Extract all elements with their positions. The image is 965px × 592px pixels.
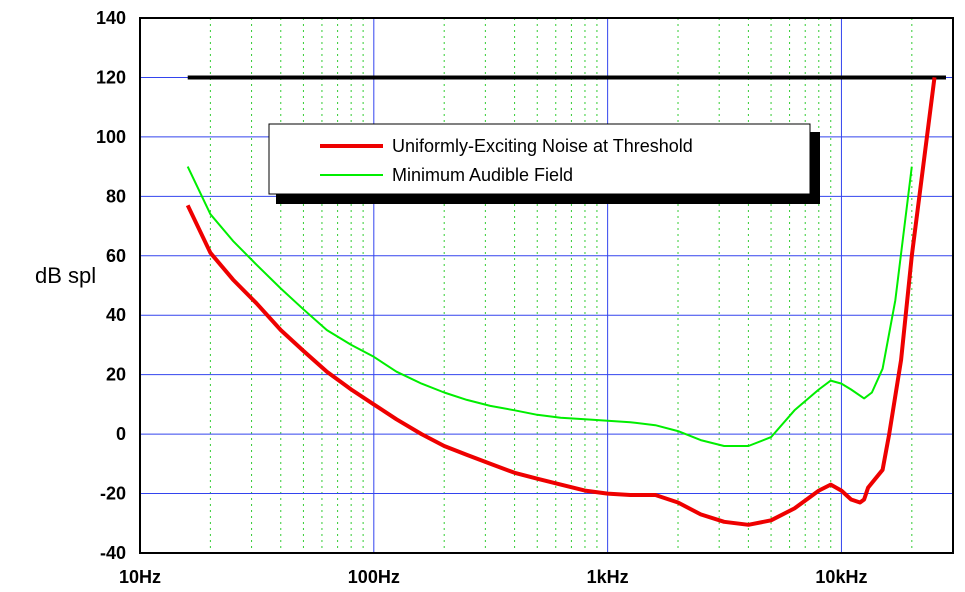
legend-label-noise: Uniformly-Exciting Noise at Threshold: [392, 136, 693, 156]
y-tick-label: 140: [96, 8, 126, 28]
x-tick-labels: 10Hz 100Hz 1kHz 10kHz: [119, 567, 867, 587]
major-gridlines: [140, 18, 953, 553]
series-lines: [185, 77, 937, 527]
y-tick-label: 0: [116, 424, 126, 444]
y-tick-label: -40: [100, 543, 126, 563]
y-tick-label: 20: [106, 365, 126, 385]
y-tick-label: 120: [96, 67, 126, 87]
y-tick-label: -20: [100, 484, 126, 504]
x-tick-label: 10Hz: [119, 567, 161, 587]
y-tick-label: 40: [106, 305, 126, 325]
legend-label-maf: Minimum Audible Field: [392, 165, 573, 185]
x-tick-label: 1kHz: [587, 567, 629, 587]
series-line-1: [186, 166, 913, 447]
legend: Uniformly-Exciting Noise at Threshold Mi…: [268, 123, 820, 204]
y-axis-label: dB spl: [35, 263, 96, 288]
x-tick-label: 10kHz: [815, 567, 867, 587]
y-tick-labels: -40 -20 0 20 40 60 80 100 120 140: [96, 8, 126, 563]
y-tick-label: 100: [96, 127, 126, 147]
series-line-0: [185, 77, 937, 527]
legend-box: [268, 123, 811, 195]
plot-frame: [139, 17, 954, 554]
x-tick-label: 100Hz: [348, 567, 400, 587]
y-tick-label: 60: [106, 246, 126, 266]
y-tick-label: 80: [106, 186, 126, 206]
